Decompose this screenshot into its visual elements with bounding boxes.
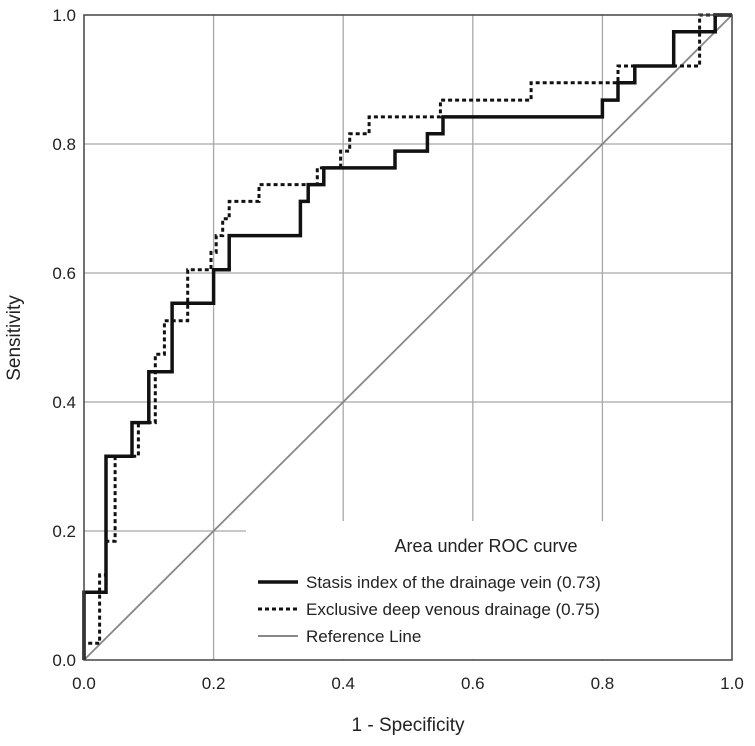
y-tick-label: 0.2 [52, 522, 76, 541]
series-line-reference [83, 14, 733, 661]
y-tick-label: 0.4 [52, 393, 76, 412]
plot-frame [83, 14, 733, 661]
y-axis-label: Sensitivity [4, 295, 25, 381]
tick-labels: 0.0 0.2 0.4 0.6 0.8 1.0 0.0 0.2 0.4 0.6 0.8 1.0 [52, 6, 743, 693]
legend-box [246, 521, 732, 659]
legend-label-stasis: Stasis index of the drainage vein (0.73) [306, 573, 601, 592]
x-tick-label: 0.6 [461, 674, 485, 693]
x-tick-label: 0.2 [202, 674, 226, 693]
y-tick-label: 1.0 [52, 6, 76, 25]
legend: Area under ROC curve Stasis index of the… [258, 536, 601, 646]
x-axis-label: 1 - Specificity [352, 715, 465, 736]
legend-label-reference: Reference Line [306, 627, 421, 646]
y-tick-label: 0.0 [52, 651, 76, 670]
legend-label-deep-venous: Exclusive deep venous drainage (0.75) [306, 600, 600, 619]
series-line-deep-venous [82, 13, 732, 660]
series-line-stasis [82, 13, 732, 660]
x-tick-label: 1.0 [720, 674, 744, 693]
x-tick-label: 0.0 [72, 674, 96, 693]
x-tick-label: 0.8 [591, 674, 615, 693]
legend-title: Area under ROC curve [394, 536, 577, 556]
series-lines [82, 13, 733, 661]
x-tick-label: 0.4 [331, 674, 355, 693]
y-tick-label: 0.8 [52, 135, 76, 154]
y-tick-label: 0.6 [52, 264, 76, 283]
